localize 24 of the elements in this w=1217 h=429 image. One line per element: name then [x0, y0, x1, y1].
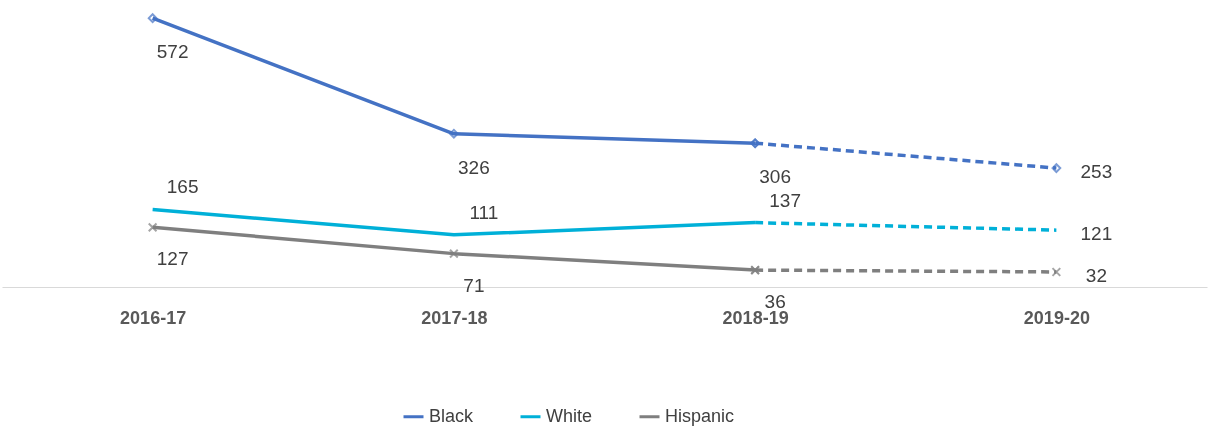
x-tick-label: 2019-20 — [1023, 307, 1090, 328]
data-label: 71 — [463, 274, 485, 296]
x-tick-label: 2017-18 — [421, 307, 488, 328]
data-label: 306 — [759, 166, 791, 188]
point — [1051, 267, 1062, 277]
data-label: 127 — [156, 248, 189, 270]
point — [449, 128, 459, 139]
x-tick-label: 2016-17 — [120, 307, 187, 328]
point — [1051, 163, 1062, 173]
data-label: 137 — [769, 189, 801, 211]
point — [449, 248, 459, 259]
data-label: 165 — [166, 176, 199, 198]
data-label: 572 — [156, 41, 189, 63]
x-tick-label: 2018-19 — [722, 307, 789, 328]
data-label: 326 — [458, 156, 490, 178]
data-label: 111 — [469, 201, 499, 223]
point — [147, 222, 158, 233]
legend-label: Hispanic — [665, 405, 735, 426]
legend-label: White — [546, 405, 593, 426]
legend-label: Black — [429, 405, 475, 426]
point — [147, 13, 158, 24]
data-label: 253 — [1080, 161, 1113, 183]
data-label: 121 — [1080, 223, 1113, 245]
data-label: 32 — [1085, 264, 1107, 286]
